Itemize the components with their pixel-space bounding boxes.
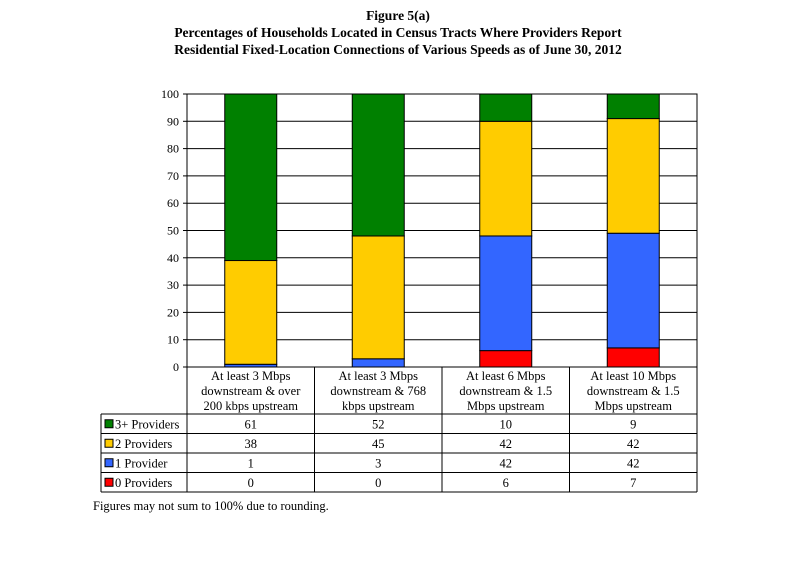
- data-label-0-providers-cat3: 6: [503, 476, 509, 490]
- category-label-1-line-3: 200 kbps upstream: [204, 399, 299, 413]
- category-label-1-line-2: downstream & over: [201, 384, 301, 398]
- data-label-3-providers-cat2: 52: [372, 417, 385, 431]
- bar-3-providers-cat3: [479, 93, 533, 122]
- y-tick-label-30: 30: [167, 278, 179, 292]
- y-tick-label-70: 70: [167, 169, 179, 183]
- category-label-1-line-1: At least 3 Mbps: [211, 369, 291, 383]
- category-label-3-line-2: downstream & 1.5: [459, 384, 552, 398]
- bar-3-providers-cat2: [351, 93, 405, 237]
- data-label-0-providers-cat1: 0: [248, 476, 254, 490]
- data-label-0-providers-cat4: 7: [630, 476, 636, 490]
- data-label-2-providers-cat2: 45: [372, 437, 385, 451]
- category-label-2-line-2: downstream & 768: [330, 384, 426, 398]
- category-label-4-line-3: Mbps upstream: [595, 399, 673, 413]
- category-label-3-line-3: Mbps upstream: [467, 399, 545, 413]
- bar-2-providers-cat4: [606, 118, 660, 234]
- data-label-2-providers-cat4: 42: [627, 437, 640, 451]
- data-label-3-providers-cat1: 61: [245, 417, 258, 431]
- data-label-2-providers-cat1: 38: [245, 437, 258, 451]
- data-label-2-providers-cat3: 42: [500, 437, 513, 451]
- legend-label-0-providers: 0 Providers: [115, 476, 172, 490]
- data-label-1-provider-cat4: 42: [627, 456, 640, 470]
- data-label-1-provider-cat2: 3: [375, 456, 381, 470]
- y-tick-label-100: 100: [161, 87, 179, 101]
- bar-1-provider-cat3: [479, 235, 533, 352]
- category-label-2-line-1: At least 3 Mbps: [338, 369, 418, 383]
- chart-title-line-1: Percentages of Households Located in Cen…: [174, 25, 622, 40]
- chart-title-line-2: Residential Fixed-Location Connections o…: [174, 42, 622, 57]
- y-tick-label-90: 90: [167, 114, 179, 128]
- y-tick-label-50: 50: [167, 224, 179, 238]
- bar-2-providers-cat1: [224, 260, 278, 365]
- legend-label-1-provider: 1 Provider: [115, 456, 168, 470]
- bar-1-provider-cat4: [606, 232, 660, 349]
- legend-swatch-2-providers: [104, 438, 114, 448]
- bar-2-providers-cat2: [351, 235, 405, 360]
- category-label-4-line-2: downstream & 1.5: [587, 384, 680, 398]
- data-label-0-providers-cat2: 0: [375, 476, 381, 490]
- legend-label-2-providers: 2 Providers: [115, 437, 172, 451]
- category-label-2-line-3: kbps upstream: [342, 399, 415, 413]
- category-label-4-line-1: At least 10 Mbps: [590, 369, 676, 383]
- legend-swatch-1-provider: [104, 458, 114, 468]
- legend-swatch-3-providers: [104, 419, 114, 429]
- data-label-1-provider-cat3: 42: [500, 456, 513, 470]
- y-tick-label-80: 80: [167, 142, 179, 156]
- chart-titles: Figure 5(a) Percentages of Households Lo…: [0, 7, 796, 58]
- y-tick-label-60: 60: [167, 196, 179, 210]
- bar-0-providers-cat4: [606, 347, 660, 368]
- bar-2-providers-cat3: [479, 120, 533, 237]
- legend-swatch-0-providers: [104, 477, 114, 487]
- bar-3-providers-cat4: [606, 93, 660, 120]
- bar-1-provider-cat2: [351, 358, 405, 368]
- legend-label-3-providers: 3+ Providers: [115, 417, 179, 431]
- data-label-1-provider-cat1: 1: [248, 456, 254, 470]
- category-label-3-line-1: At least 6 Mbps: [466, 369, 546, 383]
- data-label-3-providers-cat3: 10: [500, 417, 513, 431]
- y-tick-label-40: 40: [167, 251, 179, 265]
- y-tick-label-0: 0: [173, 360, 179, 374]
- bar-3-providers-cat1: [224, 93, 278, 262]
- bar-0-providers-cat3: [479, 350, 533, 368]
- y-tick-label-20: 20: [167, 305, 179, 319]
- figure-label: Figure 5(a): [366, 8, 430, 23]
- data-label-3-providers-cat4: 9: [630, 417, 636, 431]
- footnote: Figures may not sum to 100% due to round…: [93, 499, 329, 513]
- y-tick-label-10: 10: [167, 333, 179, 347]
